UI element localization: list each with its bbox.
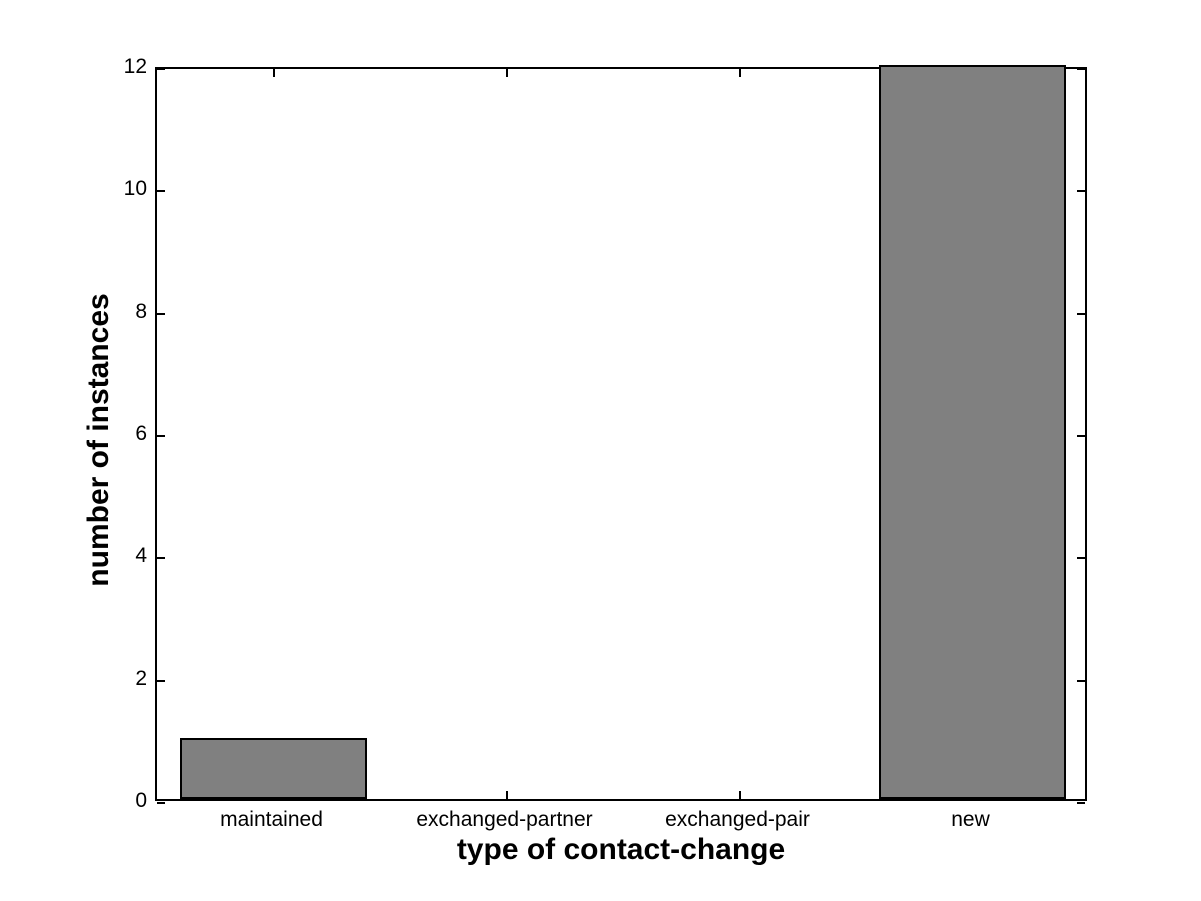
plot-area [155, 65, 1087, 804]
bar-new [879, 65, 1066, 799]
y-tick-left [157, 802, 165, 804]
x-tick-top [272, 69, 275, 77]
y-tick-right [1077, 190, 1085, 193]
y-tick-left [157, 435, 165, 437]
y-tick-left [157, 557, 165, 560]
x-tick-label: maintained [220, 808, 323, 831]
y-tick-right [1077, 312, 1085, 315]
y-tick-right [1077, 802, 1085, 804]
y-tick-label: 6 [135, 422, 147, 445]
y-tick-label: 8 [135, 299, 147, 323]
x-tick-label: exchanged-pair [665, 808, 810, 831]
y-tick-left [157, 312, 165, 315]
y-tick-label: 10 [123, 177, 147, 201]
y-tick-label: 0 [135, 789, 147, 812]
x-axis-label: type of contact-change [456, 833, 786, 866]
y-tick-label: 4 [135, 544, 147, 568]
x-tick-label: new [951, 808, 990, 831]
x-tick-label: exchanged-partner [416, 808, 593, 831]
x-tick-bottom [738, 791, 741, 799]
x-tick-top [505, 69, 508, 77]
y-tick-right [1077, 68, 1085, 70]
y-tick-left [157, 679, 165, 682]
bar-maintained [180, 737, 367, 799]
y-tick-right [1077, 557, 1085, 560]
x-tick-bottom [505, 791, 508, 799]
x-tick-top [738, 69, 741, 77]
y-tick-label: 2 [135, 666, 147, 690]
y-tick-right [1077, 679, 1085, 682]
y-tick-label: 12 [123, 55, 147, 78]
y-tick-left [157, 68, 165, 70]
y-tick-right [1077, 435, 1085, 437]
y-tick-left [157, 190, 165, 193]
